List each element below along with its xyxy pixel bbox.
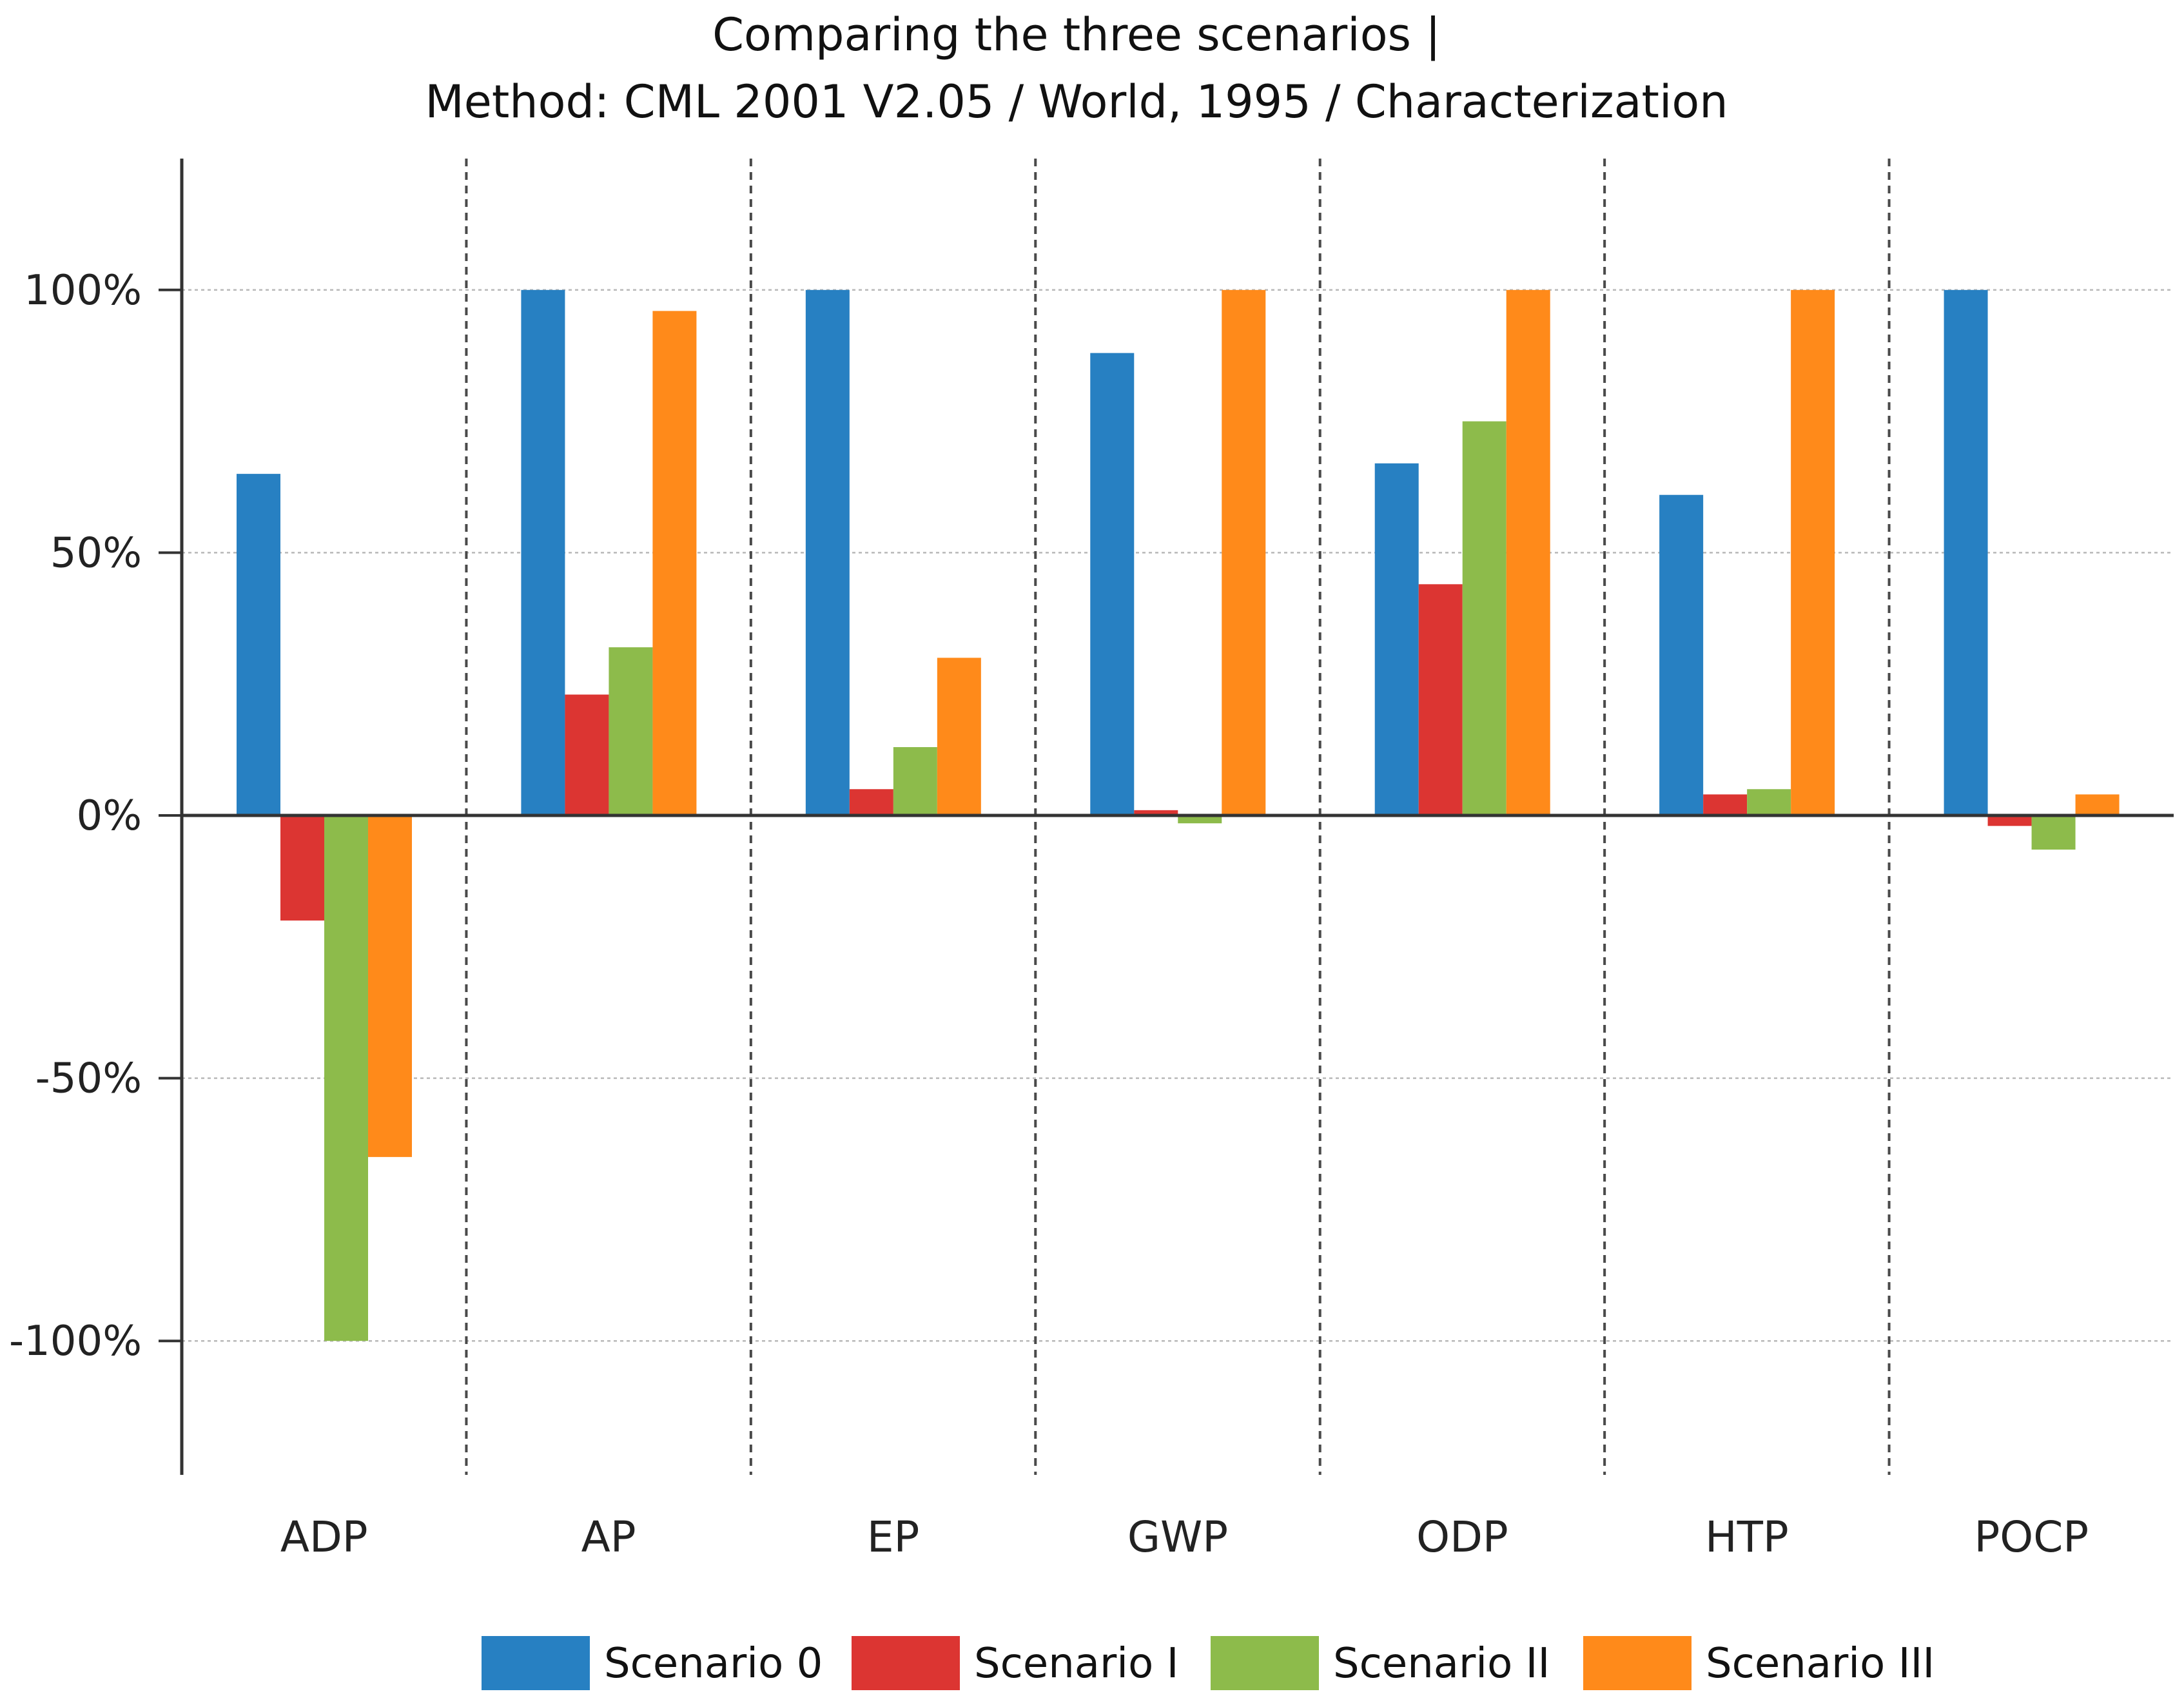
x-axis-category-labels: ADP AP EP GWP ODP HTP POCP [280, 1512, 2089, 1562]
bar-ep-scenario-ii [893, 747, 937, 815]
x-category-label-ep: EP [867, 1512, 920, 1562]
bar-gwp-scenario-i [1134, 810, 1178, 815]
bar-ap-scenario-0 [521, 289, 565, 815]
bar-gwp-scenario-ii [1178, 815, 1222, 824]
bar-odp-scenario-ii [1462, 421, 1506, 815]
x-category-label-htp: HTP [1705, 1512, 1789, 1562]
chart-title: Comparing the three scenarios | Method: … [425, 8, 1728, 128]
y-tick-label: 0% [76, 792, 142, 840]
chart-title-line-2: Method: CML 2001 V2.05 / World, 1995 / C… [425, 75, 1728, 128]
bar-adp-scenario-i [280, 815, 324, 921]
bar-ap-scenario-iii [652, 311, 697, 816]
y-tick-label: 100% [24, 267, 142, 315]
legend-swatch-scenario-0 [482, 1636, 590, 1690]
x-category-label-adp: ADP [280, 1512, 368, 1562]
bar-odp-scenario-iii [1506, 289, 1550, 815]
bar-pocp-scenario-ii [2031, 815, 2076, 850]
x-category-label-gwp: GWP [1127, 1512, 1228, 1562]
axes [159, 159, 2174, 1475]
bar-htp-scenario-iii [1791, 289, 1835, 815]
bar-odp-scenario-i [1418, 584, 1463, 815]
x-category-label-odp: ODP [1416, 1512, 1508, 1562]
x-category-label-pocp: POCP [1974, 1512, 2089, 1562]
legend-swatch-scenario-iii [1583, 1636, 1692, 1690]
legend-label-scenario-ii: Scenario II [1333, 1640, 1550, 1688]
bar-ep-scenario-i [849, 789, 893, 815]
y-tick-label: 50% [50, 529, 142, 577]
bar-odp-scenario-0 [1374, 463, 1419, 815]
bar-gwp-scenario-iii [1222, 289, 1266, 815]
bar-pocp-scenario-0 [1944, 289, 1988, 815]
legend-label-scenario-0: Scenario 0 [604, 1640, 823, 1688]
bar-adp-scenario-0 [237, 474, 280, 815]
bars [237, 289, 2120, 1341]
y-axis-tick-labels: 100% 50% 0% -50% -100% [9, 267, 142, 1365]
bar-htp-scenario-0 [1659, 494, 1704, 815]
x-category-label-ap: AP [581, 1512, 636, 1562]
chart-title-line-1: Comparing the three scenarios | [712, 8, 1441, 61]
bar-ap-scenario-i [565, 694, 609, 815]
legend-swatch-scenario-i [852, 1636, 960, 1690]
bar-adp-scenario-ii [324, 815, 368, 1341]
bar-pocp-scenario-i [1987, 815, 2032, 826]
bar-ep-scenario-0 [805, 289, 850, 815]
y-tick-label: -50% [35, 1055, 142, 1103]
bar-adp-scenario-iii [368, 815, 412, 1157]
legend-label-scenario-iii: Scenario III [1706, 1640, 1935, 1688]
bar-ep-scenario-iii [937, 658, 981, 815]
bar-htp-scenario-i [1703, 794, 1748, 815]
y-tick-label: -100% [9, 1318, 142, 1365]
bar-ap-scenario-ii [609, 647, 653, 815]
bar-htp-scenario-ii [1747, 789, 1791, 815]
legend-swatch-scenario-ii [1211, 1636, 1319, 1690]
bar-gwp-scenario-0 [1090, 353, 1135, 815]
bar-pocp-scenario-iii [2075, 794, 2120, 815]
legend-label-scenario-i: Scenario I [974, 1640, 1178, 1688]
legend: Scenario 0 Scenario I Scenario II Scenario … [482, 1636, 1935, 1690]
category-separators [465, 159, 1891, 1475]
